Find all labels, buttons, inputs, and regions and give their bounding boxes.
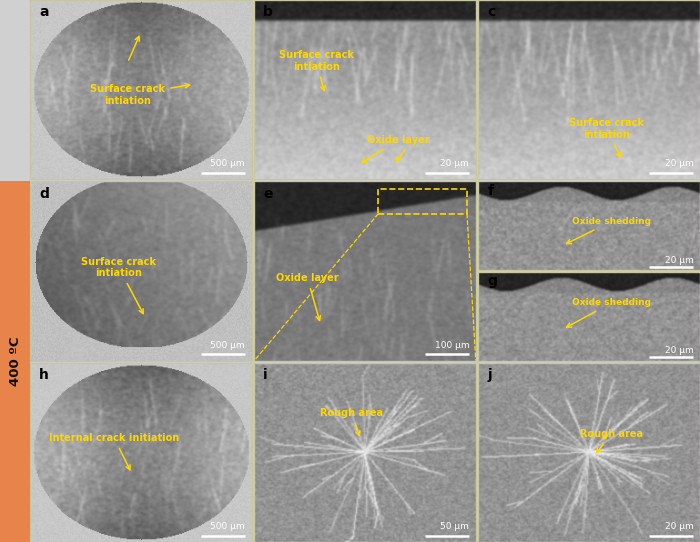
Text: a: a [39,5,48,20]
Text: Surface crack
intiation: Surface crack intiation [570,118,645,157]
Text: Surface crack
intiation: Surface crack intiation [81,256,156,314]
Text: 20 μm: 20 μm [664,159,694,169]
Text: Internal crack initiation: Internal crack initiation [49,433,179,470]
Text: 20 μm: 20 μm [440,159,469,169]
Text: 500 μm: 500 μm [211,522,245,531]
Text: j: j [487,368,492,382]
Text: i: i [263,368,268,382]
Text: 500 μm: 500 μm [211,159,245,169]
Text: 50 μm: 50 μm [440,522,469,531]
Bar [378,189,467,214]
Text: e: e [263,187,272,201]
Text: d: d [39,187,49,201]
Text: Surface crack
intiation: Surface crack intiation [279,50,354,91]
Text: c: c [487,5,496,20]
Text: Oxide shedding: Oxide shedding [566,298,651,327]
Text: f: f [487,184,494,198]
Text: g: g [487,274,497,288]
Text: 200 ºC: 200 ºC [8,246,22,296]
Text: 500 μm: 500 μm [211,341,245,350]
Text: 20 μm: 20 μm [664,346,694,355]
Text: Rough area: Rough area [321,408,384,436]
Text: b: b [263,5,273,20]
Text: 100 μm: 100 μm [435,341,469,350]
Text: Oxide layer: Oxide layer [362,135,430,163]
Text: Oxide layer: Oxide layer [276,273,339,320]
Text: h: h [39,368,49,382]
Text: 400 ºC: 400 ºC [8,337,22,386]
Text: Surface crack
intiation: Surface crack intiation [90,83,190,106]
Text: Rough area: Rough area [580,429,643,453]
Text: Oxide shedding: Oxide shedding [567,217,651,243]
Text: 20 μm: 20 μm [664,522,694,531]
Text: 20 μm: 20 μm [664,256,694,265]
